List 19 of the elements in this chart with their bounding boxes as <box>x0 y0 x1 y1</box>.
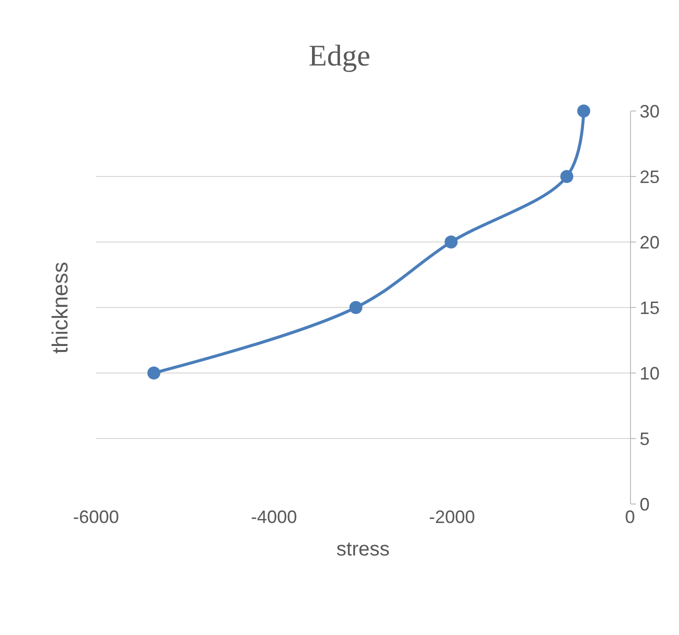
point <box>444 236 458 248</box>
chart-title: Edge <box>308 39 370 72</box>
point <box>349 301 362 314</box>
point <box>147 366 160 380</box>
point <box>577 104 590 118</box>
y-tick-label: 15 <box>640 298 660 318</box>
x-axis-title: stress <box>336 538 390 560</box>
y-axis-title: thickness <box>48 262 73 354</box>
y-tick-label: 30 <box>640 101 660 122</box>
y-tick-label: 0 <box>640 494 650 514</box>
x-tick-label: 0 <box>624 507 636 527</box>
y-tick-label: 25 <box>640 166 660 187</box>
x-tick-label: -6000 <box>72 507 120 527</box>
x-tick-label: -4000 <box>250 507 298 527</box>
y-tick-label: 5 <box>640 428 650 449</box>
x-tick-label: -2000 <box>428 507 476 527</box>
y-tick-label: 20 <box>640 232 660 252</box>
point <box>560 170 574 183</box>
y-tick-label: 10 <box>640 363 660 384</box>
